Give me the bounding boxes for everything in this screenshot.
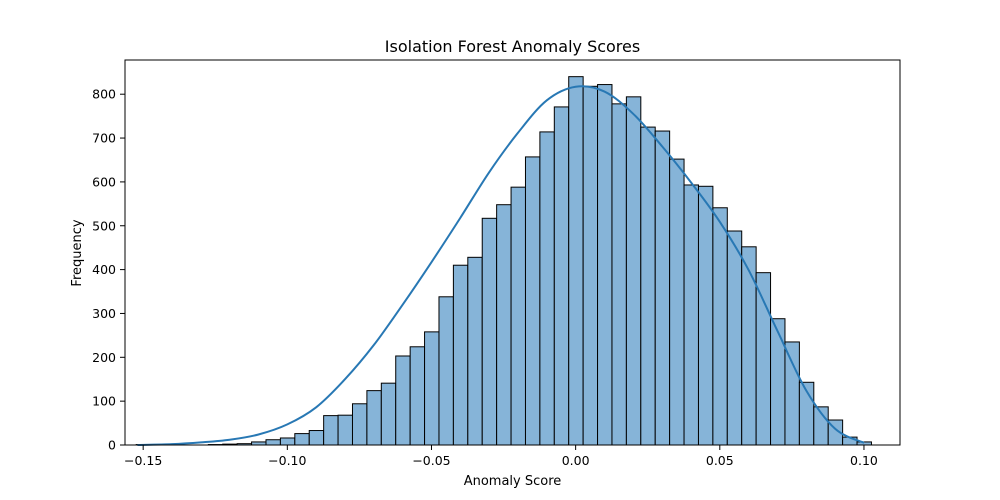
histogram-bar: [294, 433, 310, 446]
x-tick-label: −0.10: [268, 453, 306, 468]
y-tick-label: 300: [92, 306, 116, 321]
histogram-bar: [741, 246, 757, 446]
y-tick-label: 100: [92, 394, 116, 409]
histogram-bar: [279, 437, 296, 446]
histogram-bar: [697, 185, 714, 446]
x-tick-label: 0.00: [562, 453, 590, 468]
kde-curve: [137, 85, 865, 446]
bars-group: [135, 76, 872, 446]
histogram-bar: [323, 415, 339, 446]
y-tick-label: 500: [92, 218, 116, 233]
histogram-bar: [524, 156, 541, 446]
y-tick-label: 400: [92, 262, 116, 277]
histogram-bar: [726, 230, 743, 446]
x-axis-ticks: −0.15 −0.10 −0.05 0.00 0.05 0.10: [124, 445, 878, 468]
histogram-bar: [481, 217, 498, 446]
histogram-bar: [597, 84, 613, 446]
histogram-bar: [351, 403, 368, 446]
histogram-bar: [366, 390, 382, 446]
histogram-bar: [625, 96, 642, 446]
y-axis-label: Frequency: [70, 219, 85, 286]
histogram-bar: [510, 186, 526, 446]
y-tick-label: 800: [92, 87, 116, 102]
kde-group: [137, 85, 865, 446]
histogram-bar: [496, 204, 512, 446]
histogram-bar: [582, 85, 599, 446]
histogram-bar: [308, 430, 325, 446]
histogram-bar: [683, 184, 699, 446]
x-tick-label: −0.15: [124, 453, 162, 468]
histogram-bar: [452, 264, 469, 446]
x-tick-label: 0.05: [706, 453, 734, 468]
histogram-bar: [467, 256, 483, 446]
histogram-bar: [337, 414, 353, 446]
histogram-bar: [380, 382, 397, 446]
histogram-bar: [395, 355, 411, 446]
histogram-bar: [409, 346, 426, 446]
histogram-bar: [438, 296, 454, 446]
histogram-bar: [553, 106, 570, 446]
histogram-bar: [654, 130, 671, 446]
histogram-bar: [669, 158, 685, 446]
histogram-bar: [424, 331, 440, 446]
histogram-bar: [539, 131, 555, 446]
histogram-bar: [640, 126, 656, 446]
histogram-bar: [568, 76, 584, 446]
plot-frame: [124, 59, 901, 446]
y-axis-ticks: 0 100 200 300 400 500 600 700 800: [92, 87, 125, 453]
y-tick-label: 0: [108, 438, 116, 453]
y-tick-label: 600: [92, 174, 116, 189]
histogram-bar: [784, 341, 800, 446]
chart-title: Isolation Forest Anomaly Scores: [385, 37, 640, 56]
histogram-bar: [265, 439, 281, 446]
histogram-bar: [611, 103, 627, 446]
x-tick-label: −0.05: [412, 453, 450, 468]
x-tick-label: 0.10: [850, 453, 878, 468]
x-axis-label: Anomaly Score: [464, 474, 562, 489]
histogram-bar: [712, 207, 728, 446]
histogram-bar: [770, 318, 786, 446]
y-tick-label: 700: [92, 131, 116, 146]
y-tick-label: 200: [92, 350, 116, 365]
